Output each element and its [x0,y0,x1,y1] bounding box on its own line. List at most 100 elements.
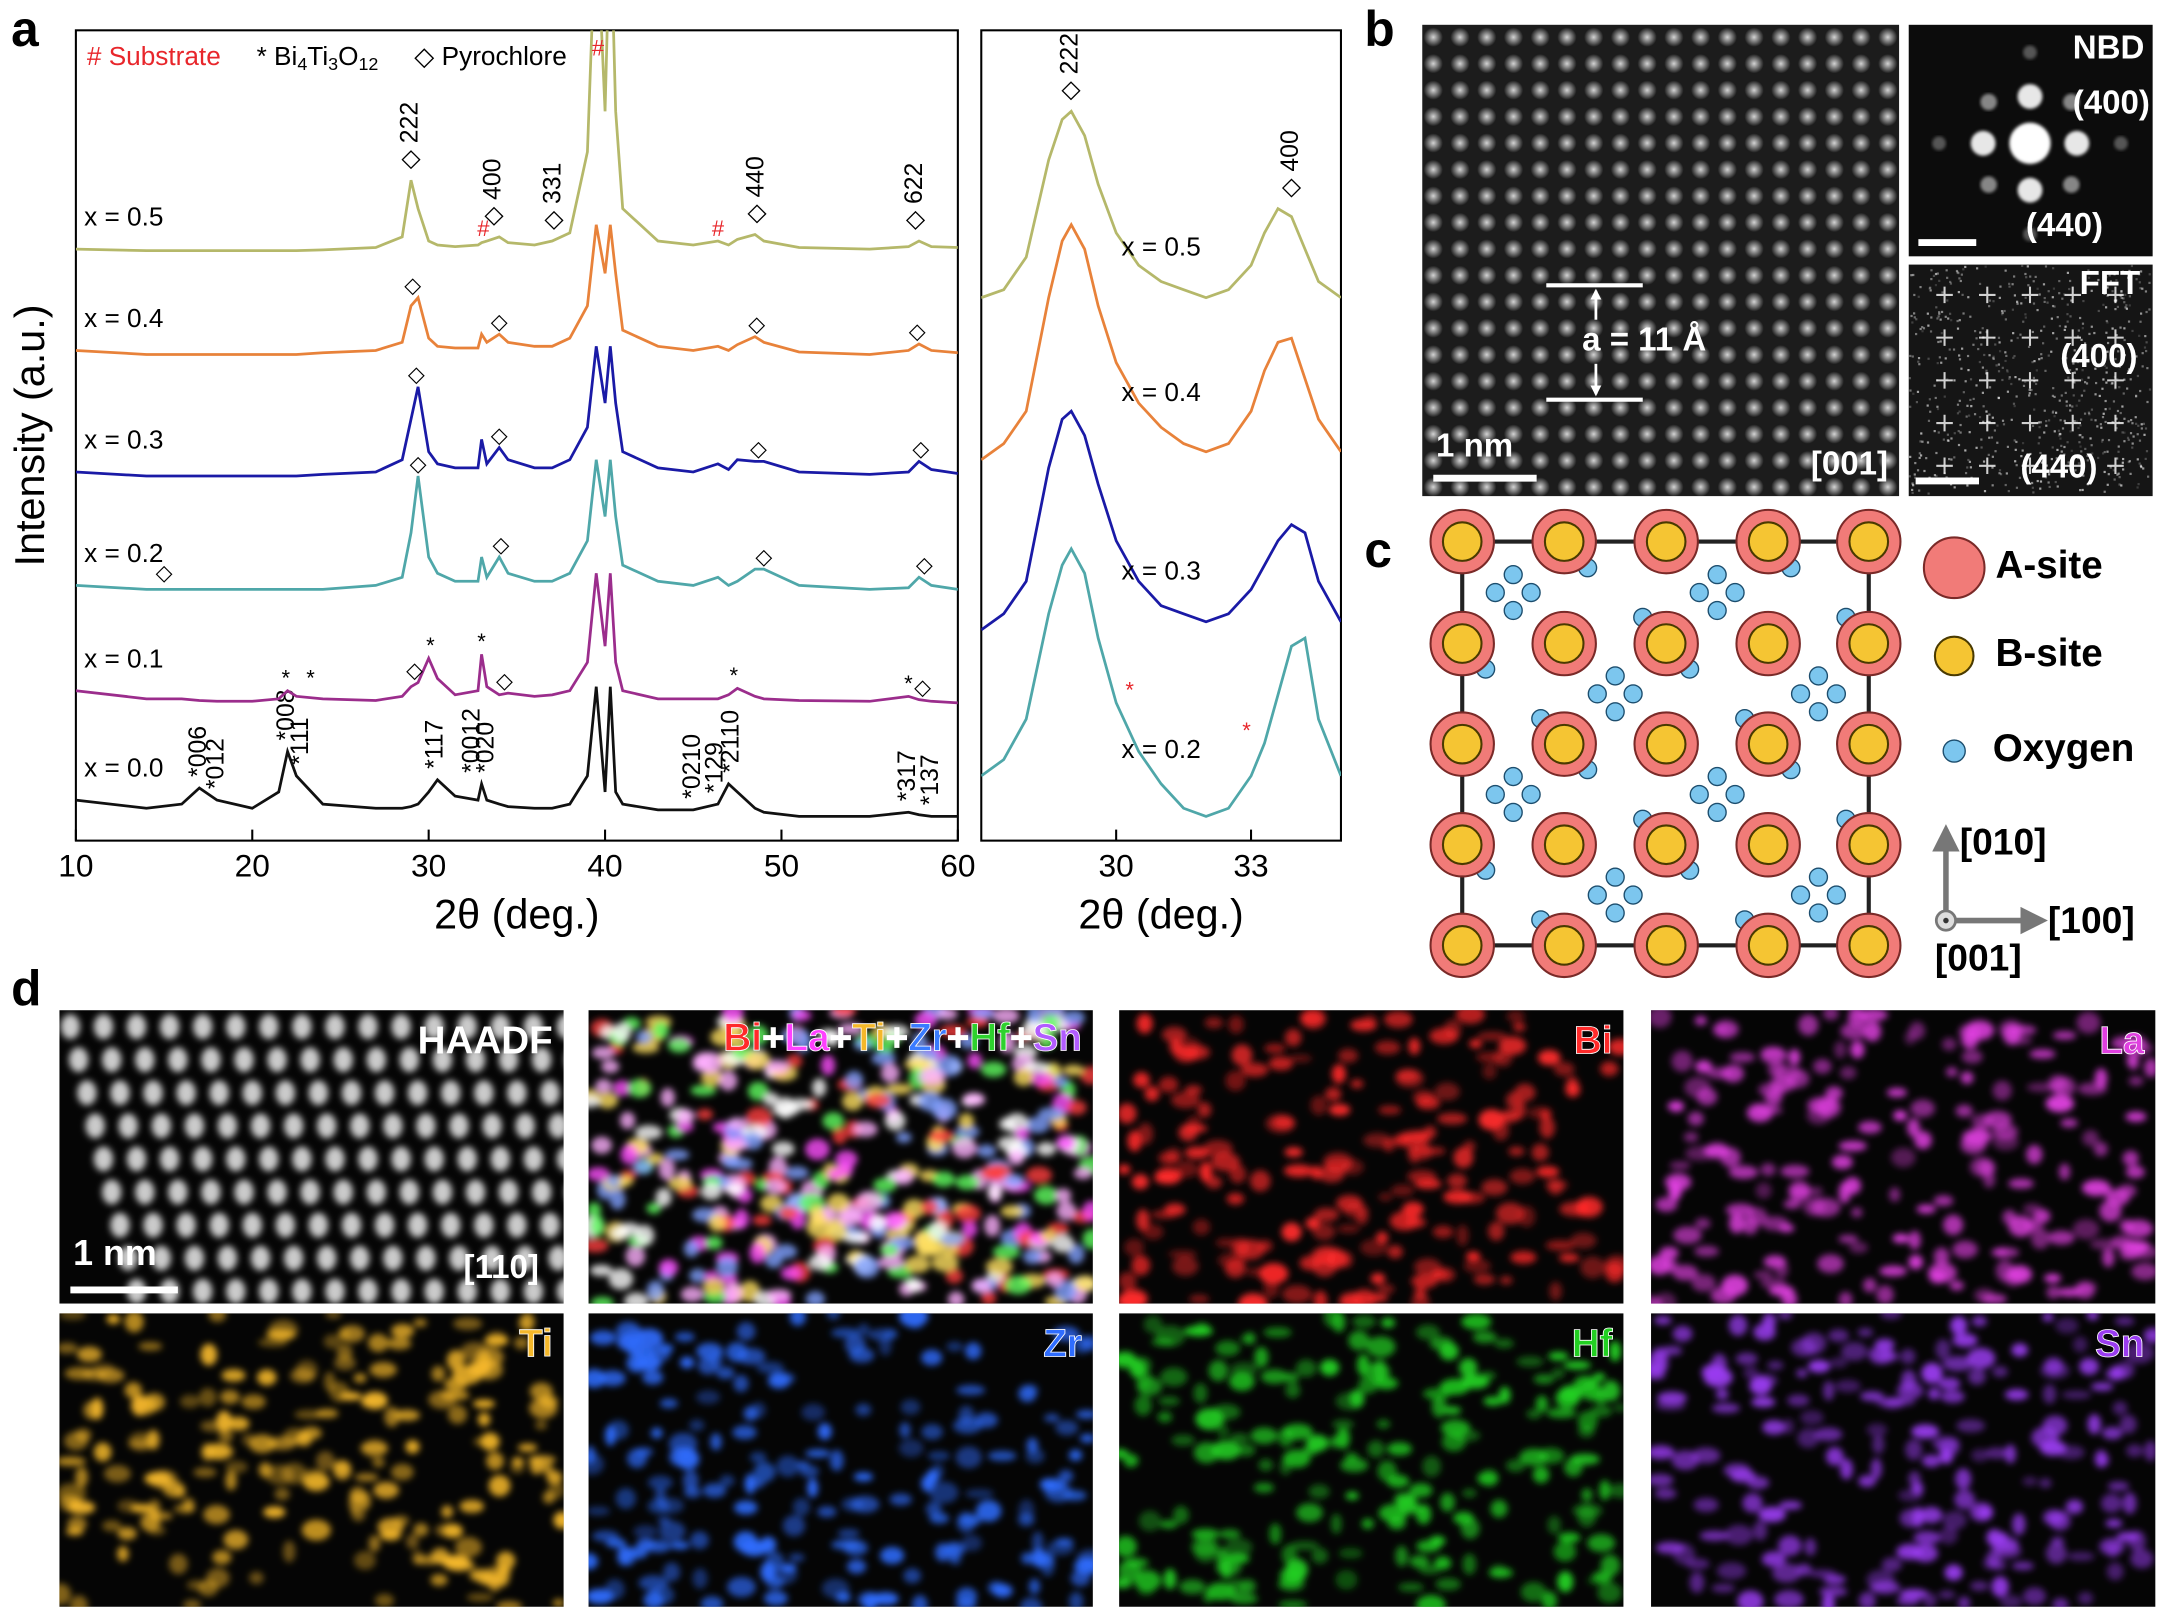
noise [2106,350,2109,353]
atom-column [1690,212,1711,233]
blob [1773,1065,1803,1082]
noise [2013,354,2016,358]
blob [316,1451,335,1471]
atom-column [1503,477,1524,497]
blob [2042,1384,2057,1404]
blob [1127,1130,1142,1152]
atom-column [391,1014,411,1040]
noise [2075,420,2078,423]
noise [1962,391,1965,394]
noise [2138,334,2141,337]
blob [1228,1371,1255,1391]
blob [647,1152,664,1165]
blob [912,1032,928,1053]
blob [690,1084,717,1096]
blob [1263,1327,1292,1338]
blob [1312,1223,1336,1241]
blob [634,1224,655,1247]
atom-column [1717,397,1738,418]
noise [1983,353,1986,357]
noise [2004,269,2007,272]
atom-column [1744,106,1764,127]
blob [1921,1362,1943,1384]
blob [2008,1024,2037,1036]
atom-column [1557,186,1577,206]
blob [817,1423,832,1440]
blob [1055,1135,1075,1151]
diffraction-spot [1970,130,1996,156]
blob [428,1390,456,1409]
blob [812,1078,827,1097]
blob [764,1179,787,1195]
oxygen [1808,903,1829,923]
map-title: HAADF [418,1019,553,1062]
noise [2090,289,2093,292]
blob [1971,1448,1989,1462]
blob [1941,1037,1957,1051]
peak-annotation: ◇ 222 [1057,33,1084,100]
blob [782,1515,806,1537]
blob [1563,1360,1592,1370]
atom-column [1744,371,1764,391]
blob [879,1546,905,1565]
fft-spot [1936,414,1953,432]
blob [1508,1146,1525,1157]
blob [624,1292,649,1304]
noise [1975,446,1978,449]
atom-column [1477,186,1497,206]
blob [200,1343,218,1366]
atom-column [1797,27,1818,47]
title-part: + [886,1017,909,1060]
blob [1356,1354,1370,1376]
noise [2039,480,2043,483]
fft-spot [2021,457,2039,475]
noise [2072,394,2075,397]
noise [2083,381,2087,384]
blob [715,1256,739,1278]
noise [2137,483,2140,486]
blob [1285,1382,1301,1399]
blob [2130,1549,2154,1569]
blob [241,1394,266,1410]
noise [1917,295,1920,298]
noise [2004,483,2007,487]
series-label: x = 0.2 [1121,734,1200,764]
blob [358,1491,371,1510]
noise [2117,445,2120,448]
blob [1479,1371,1497,1380]
atom-column [1771,397,1791,418]
blob [853,1472,874,1482]
noise [1944,315,1947,318]
blob [1383,1011,1413,1028]
noise [2099,423,2102,426]
blob [1123,1453,1139,1468]
oxygen [1503,565,1523,585]
blob [315,1408,339,1419]
atom-column [1851,133,1871,153]
atom-column [151,1245,171,1271]
noise [2081,436,2084,439]
noise [2057,429,2061,432]
noise [1909,354,1912,358]
atom-column [1824,106,1844,127]
blob [1082,1200,1093,1222]
atom-column [556,1279,564,1304]
blob [1711,1403,1740,1414]
blob [1021,1552,1035,1565]
atom-column [1637,292,1657,312]
atom-column [1584,27,1604,47]
noise [2111,382,2114,385]
noise [1933,384,1936,387]
noise [1990,436,1994,439]
atom-column [110,1212,130,1238]
blob [1228,1015,1244,1034]
blob [510,1463,525,1474]
blob [1431,1396,1447,1418]
peak-annotation: *0012 [458,708,485,773]
noise [1992,355,1995,358]
blob [976,1144,996,1158]
blob [1537,1049,1561,1066]
blob [827,1168,843,1181]
blob [1514,1083,1536,1102]
